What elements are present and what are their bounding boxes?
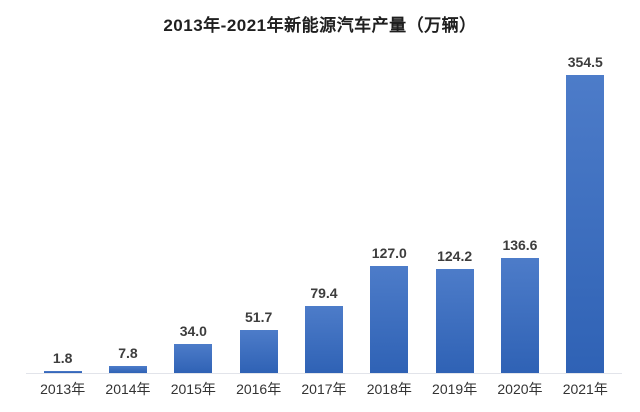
x-axis-label: 2015年 <box>170 381 216 397</box>
bar <box>174 344 213 373</box>
bar-value-label: 136.6 <box>502 237 538 253</box>
bar-value-label: 34.0 <box>179 323 207 339</box>
bar-value-label: 51.7 <box>245 309 273 325</box>
bar <box>43 371 82 373</box>
bar-column: 7.8 <box>95 40 160 373</box>
x-axis-label: 2020年 <box>497 381 543 397</box>
x-axis-label: 2021年 <box>562 381 608 397</box>
bar <box>304 306 343 373</box>
bar <box>239 330 278 373</box>
chart-title: 2013年-2021年新能源汽车产量（万辆） <box>163 16 477 35</box>
bar <box>435 269 474 373</box>
x-axis-line <box>26 373 622 374</box>
x-axis-label: 2014年 <box>105 381 151 397</box>
bar-value-label: 124.2 <box>437 248 473 264</box>
x-axis-label: 2018年 <box>366 381 412 397</box>
x-axis-label: 2017年 <box>301 381 347 397</box>
chart-area: 1.8 7.8 34.0 51.7 79.4 127.0 124.2 136.6 354.5 2… <box>26 40 622 399</box>
bar <box>500 258 539 373</box>
bar <box>566 75 605 373</box>
bar <box>108 366 147 373</box>
bar-value-label: 1.8 <box>52 350 73 366</box>
bar-column: 124.2 <box>422 40 487 373</box>
bar-column: 354.5 <box>553 40 618 373</box>
bar-value-label: 354.5 <box>567 54 603 70</box>
bar-column: 127.0 <box>357 40 422 373</box>
x-axis-labels-row: 2013年 2014年 2015年 2016年 2017年 2018年 2019年 2020年… <box>30 379 618 399</box>
bar-column: 34.0 <box>161 40 226 373</box>
bar-column: 1.8 <box>30 40 95 373</box>
bar-column: 51.7 <box>226 40 291 373</box>
bar-value-label: 79.4 <box>310 285 338 301</box>
bar-value-label: 127.0 <box>371 245 407 261</box>
x-axis-label: 2013年 <box>40 381 86 397</box>
x-axis-label: 2016年 <box>236 381 282 397</box>
bar <box>370 266 409 373</box>
x-axis-label: 2019年 <box>432 381 478 397</box>
bar-value-label: 7.8 <box>118 345 138 361</box>
bar-column: 79.4 <box>291 40 356 373</box>
plot-area: 1.8 7.8 34.0 51.7 79.4 127.0 124.2 136.6 354.5 <box>30 40 618 373</box>
bar-column: 136.6 <box>487 40 552 373</box>
